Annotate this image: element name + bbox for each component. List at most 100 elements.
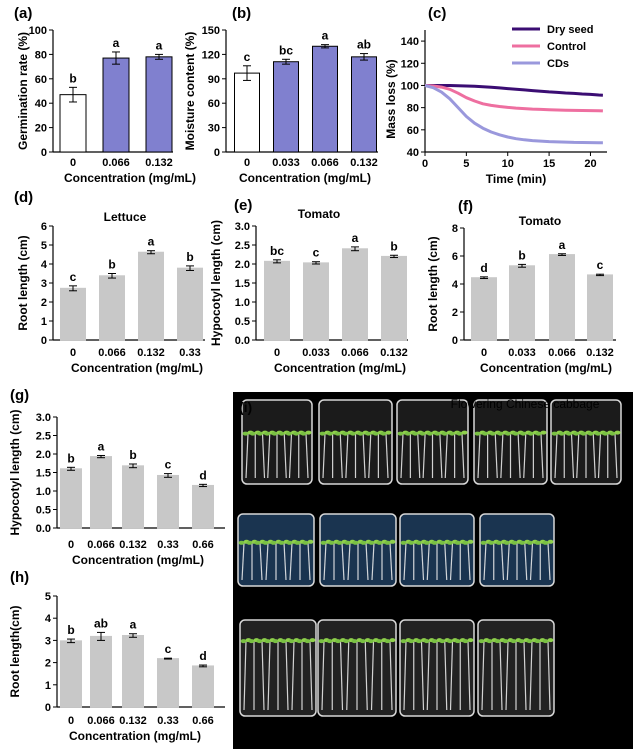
leaf xyxy=(439,540,446,545)
root xyxy=(444,641,448,711)
chart-title-f: Tomato xyxy=(519,214,561,228)
leaf xyxy=(271,431,278,436)
y-tick-label: 4 xyxy=(452,279,459,291)
significance-letter: a xyxy=(352,231,359,245)
leaf xyxy=(327,431,334,436)
root xyxy=(291,641,295,711)
leaf xyxy=(540,430,547,435)
leaf xyxy=(376,639,383,644)
leaf xyxy=(360,540,367,545)
category-label: 0.132 xyxy=(137,347,165,359)
y-tick-label: 80 xyxy=(407,103,419,115)
root xyxy=(346,641,350,711)
category-label: 0.132 xyxy=(350,157,378,169)
panel-b: (b) 0 30 60 90 120 150 c 0 bc 0.033 a 0.066 ab 0.132 Co… xyxy=(183,5,378,185)
y-tick-label: 6 xyxy=(41,221,47,233)
significance-letter: a xyxy=(98,439,105,453)
seedling-tray-i-0 xyxy=(241,399,313,485)
leaf xyxy=(534,639,541,644)
photo-panel-i: 0 mg/mL 0.066 mg/mL 0.131 mg/mL 0.328 mg/mL… xyxy=(239,397,622,495)
leaf xyxy=(462,639,469,644)
leaf xyxy=(384,540,391,545)
category-label: 0.066 xyxy=(341,347,369,359)
significance-letter: bc xyxy=(279,43,293,57)
concentration-label: 0.131 mg/mL xyxy=(407,485,462,495)
root xyxy=(364,641,368,711)
leaf xyxy=(449,431,456,436)
root xyxy=(345,433,349,479)
leaf xyxy=(344,540,351,545)
x-tick-label: 10 xyxy=(502,158,514,170)
leaf xyxy=(343,639,350,644)
panel-label-a: (a) xyxy=(14,5,32,22)
x-tick-label: 0 xyxy=(422,158,428,170)
leaf xyxy=(502,639,509,644)
panel-a: (a) 0 20 40 60 80 100 b 0 a 0.066 a 0.132 Concentrati… xyxy=(14,5,196,185)
root xyxy=(389,542,393,581)
y-tick-label: 2 xyxy=(452,307,458,319)
significance-letter: ab xyxy=(94,616,108,630)
significance-letter: a xyxy=(130,618,137,632)
seedling-tray-k-2 xyxy=(399,619,475,717)
x-axis-label: Concentration (mg/mL) xyxy=(480,361,612,375)
root xyxy=(261,433,266,479)
category-label: 0 xyxy=(244,157,250,169)
leaf xyxy=(478,639,485,644)
concentration-label: 0.033 mg/mL xyxy=(331,726,386,736)
bar-b-0 xyxy=(234,72,260,153)
leaf xyxy=(542,639,549,644)
panel-label-g: (g) xyxy=(10,387,29,404)
leaf xyxy=(480,540,487,545)
leaf xyxy=(441,431,448,436)
leaf xyxy=(551,431,558,436)
x-axis-label: Concentration (mg/mL) xyxy=(274,361,406,375)
leaf xyxy=(302,540,309,545)
root xyxy=(370,641,375,711)
panel-label-e: (e) xyxy=(234,197,252,214)
panel-c: (c) 40 60 80 100 120 140 0 5 10 15 20 Dry seed Contro… xyxy=(384,5,607,186)
leaf xyxy=(404,431,411,436)
y-tick-label: 8 xyxy=(452,223,458,235)
root xyxy=(499,641,503,711)
x-tick-label: 20 xyxy=(584,158,596,170)
category-label: 0.066 xyxy=(311,157,339,169)
significance-letter: b xyxy=(67,451,74,465)
leaf xyxy=(262,540,269,545)
leaf xyxy=(335,639,341,644)
concentration-label: 0.066 mg/mL xyxy=(331,590,386,600)
significance-letter: c xyxy=(70,270,77,284)
bar-f-1 xyxy=(509,265,535,341)
leaf xyxy=(534,540,541,545)
root xyxy=(288,433,293,479)
root xyxy=(614,433,618,479)
leaf xyxy=(535,431,542,436)
y-tick-label: 20 xyxy=(35,123,47,135)
bar-e-0 xyxy=(264,260,290,341)
leaf xyxy=(328,540,335,545)
significance-letter: b xyxy=(67,623,74,637)
significance-letter: b xyxy=(390,239,397,253)
leaf xyxy=(527,540,533,545)
panel-label-k: (k) xyxy=(236,599,253,615)
leaf xyxy=(526,639,533,644)
leaf xyxy=(272,639,279,644)
bar-h-4 xyxy=(192,665,214,708)
root xyxy=(385,433,389,479)
x-axis-label: Time (min) xyxy=(486,172,546,186)
x-tick-label: 15 xyxy=(543,158,555,170)
significance-letter: a xyxy=(148,235,155,249)
leaf xyxy=(474,431,481,436)
root xyxy=(307,542,311,581)
photo-panel-k: 0 mg/mL 0.033 mg/mL 0.066 mg/mL 0.132 mg/mL… xyxy=(236,599,606,736)
bar-d-0 xyxy=(60,287,86,341)
panel-label-i: (i) xyxy=(239,399,252,415)
y-tick-label: 0.5 xyxy=(36,505,51,517)
root xyxy=(467,641,471,711)
significance-letter: bc xyxy=(270,244,284,258)
root xyxy=(420,641,425,711)
leaf xyxy=(286,540,293,545)
bar-g-4 xyxy=(192,484,214,529)
x-axis-label: Concentration (mg/mL) xyxy=(69,729,201,743)
leaf xyxy=(278,431,285,436)
root xyxy=(341,542,345,581)
